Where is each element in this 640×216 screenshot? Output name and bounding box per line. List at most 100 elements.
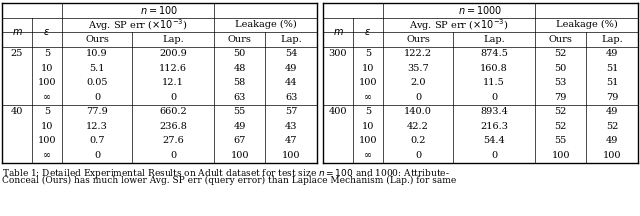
Text: 0: 0 (415, 93, 421, 102)
Text: 0: 0 (415, 151, 421, 160)
Text: ∞: ∞ (43, 93, 51, 102)
Text: 10: 10 (40, 64, 53, 73)
Text: 100: 100 (603, 151, 621, 160)
Text: Table 1: Detailed Experimental Results on Adult dataset for test size $n = 100$ : Table 1: Detailed Experimental Results o… (2, 167, 450, 179)
Text: $n = 1000$: $n = 1000$ (458, 4, 502, 16)
Text: 55: 55 (234, 107, 246, 116)
Text: Leakage (%): Leakage (%) (234, 20, 296, 29)
Text: 0: 0 (94, 93, 100, 102)
Text: Ours: Ours (406, 35, 430, 44)
Text: 58: 58 (234, 78, 246, 87)
Text: 52: 52 (554, 107, 567, 116)
Text: 27.6: 27.6 (162, 136, 184, 145)
Text: 660.2: 660.2 (159, 107, 187, 116)
Text: 77.9: 77.9 (86, 107, 108, 116)
Text: 12.3: 12.3 (86, 122, 108, 131)
Text: 63: 63 (234, 93, 246, 102)
Text: 54: 54 (285, 49, 298, 58)
Text: 0.2: 0.2 (410, 136, 426, 145)
Text: ∞: ∞ (364, 93, 372, 102)
Text: 5.1: 5.1 (90, 64, 105, 73)
Text: $\epsilon$: $\epsilon$ (364, 27, 371, 37)
Text: 0.7: 0.7 (90, 136, 105, 145)
Text: 0.05: 0.05 (86, 78, 108, 87)
Text: Avg. SP err ($\times10^{-3}$): Avg. SP err ($\times10^{-3}$) (88, 17, 188, 33)
Text: 50: 50 (554, 64, 567, 73)
Text: Leakage (%): Leakage (%) (556, 20, 618, 29)
Text: 100: 100 (38, 136, 56, 145)
Text: 52: 52 (554, 49, 567, 58)
Text: $\epsilon$: $\epsilon$ (44, 27, 51, 37)
Text: $m$: $m$ (333, 27, 343, 37)
Text: 100: 100 (282, 151, 300, 160)
Text: Lap.: Lap. (280, 35, 302, 44)
Text: 55: 55 (554, 136, 567, 145)
Text: 42.2: 42.2 (407, 122, 429, 131)
Text: 52: 52 (606, 122, 618, 131)
Text: Avg. SP err ($\times10^{-3}$): Avg. SP err ($\times10^{-3}$) (409, 17, 509, 33)
Text: $n = 100$: $n = 100$ (140, 4, 179, 16)
Text: 50: 50 (234, 49, 246, 58)
Text: Conceal (Ours) has much lower Avg. SP err (query error) than Laplace Mechanism (: Conceal (Ours) has much lower Avg. SP er… (2, 176, 456, 185)
Text: 5: 5 (44, 49, 50, 58)
Text: 49: 49 (606, 49, 618, 58)
Text: 25: 25 (11, 49, 23, 58)
Text: 51: 51 (606, 78, 618, 87)
Text: 10: 10 (362, 64, 374, 73)
Text: 49: 49 (234, 122, 246, 131)
Text: Ours: Ours (85, 35, 109, 44)
Text: 200.9: 200.9 (159, 49, 187, 58)
Text: Ours: Ours (548, 35, 573, 44)
Text: 0: 0 (170, 151, 176, 160)
Text: 67: 67 (234, 136, 246, 145)
Text: 10.9: 10.9 (86, 49, 108, 58)
Text: 52: 52 (554, 122, 567, 131)
Text: ∞: ∞ (43, 151, 51, 160)
Text: 216.3: 216.3 (480, 122, 508, 131)
Text: 5: 5 (365, 49, 371, 58)
Text: 63: 63 (285, 93, 298, 102)
Text: 53: 53 (554, 78, 567, 87)
Text: 100: 100 (358, 78, 377, 87)
Text: Ours: Ours (228, 35, 252, 44)
Text: 43: 43 (285, 122, 298, 131)
Text: Lap.: Lap. (483, 35, 505, 44)
Text: 893.4: 893.4 (480, 107, 508, 116)
Text: 48: 48 (234, 64, 246, 73)
Text: 100: 100 (358, 136, 377, 145)
Text: 100: 100 (230, 151, 249, 160)
Text: 10: 10 (40, 122, 53, 131)
Text: 12.1: 12.1 (162, 78, 184, 87)
Text: 300: 300 (329, 49, 347, 58)
Text: 100: 100 (551, 151, 570, 160)
Text: 140.0: 140.0 (404, 107, 432, 116)
Text: 49: 49 (606, 136, 618, 145)
Text: 874.5: 874.5 (480, 49, 508, 58)
Text: 40: 40 (11, 107, 23, 116)
Text: 11.5: 11.5 (483, 78, 505, 87)
Text: 0: 0 (170, 93, 176, 102)
Text: ∞: ∞ (364, 151, 372, 160)
Text: 47: 47 (285, 136, 298, 145)
Text: 0: 0 (94, 151, 100, 160)
Text: 44: 44 (285, 78, 298, 87)
Text: 49: 49 (606, 107, 618, 116)
Text: 112.6: 112.6 (159, 64, 187, 73)
Text: 122.2: 122.2 (404, 49, 432, 58)
Text: 0: 0 (491, 151, 497, 160)
Text: 10: 10 (362, 122, 374, 131)
Text: 100: 100 (38, 78, 56, 87)
Text: 5: 5 (44, 107, 50, 116)
Text: $m$: $m$ (12, 27, 22, 37)
Text: 79: 79 (606, 93, 618, 102)
Text: 5: 5 (365, 107, 371, 116)
Text: 0: 0 (491, 93, 497, 102)
Text: 54.4: 54.4 (483, 136, 505, 145)
Text: Lap.: Lap. (602, 35, 623, 44)
Text: 57: 57 (285, 107, 298, 116)
Text: 400: 400 (329, 107, 347, 116)
Text: 2.0: 2.0 (410, 78, 426, 87)
Text: 51: 51 (606, 64, 618, 73)
Text: 35.7: 35.7 (407, 64, 429, 73)
Text: 236.8: 236.8 (159, 122, 187, 131)
